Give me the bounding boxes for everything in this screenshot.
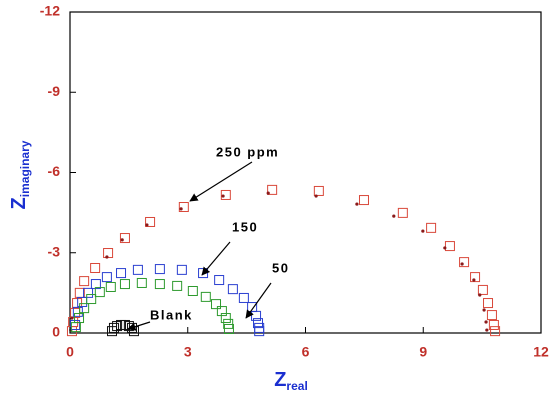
point bbox=[112, 321, 123, 332]
point bbox=[216, 306, 227, 317]
annotation: 250 ppm bbox=[216, 144, 279, 159]
point bbox=[119, 279, 130, 290]
point bbox=[220, 313, 231, 324]
point bbox=[477, 284, 488, 295]
point bbox=[397, 207, 408, 218]
point bbox=[108, 322, 119, 333]
point bbox=[132, 264, 143, 275]
point bbox=[101, 272, 112, 283]
point bbox=[79, 276, 90, 287]
point bbox=[90, 262, 101, 273]
point bbox=[490, 326, 501, 337]
point bbox=[314, 194, 318, 198]
point bbox=[444, 241, 455, 252]
point bbox=[355, 202, 359, 206]
point bbox=[227, 284, 238, 295]
point bbox=[136, 277, 147, 288]
point bbox=[488, 319, 499, 330]
point bbox=[220, 189, 231, 200]
point bbox=[421, 229, 425, 233]
point bbox=[484, 320, 488, 324]
x-axis-label: Zreal bbox=[274, 369, 308, 393]
y-tick-label: -6 bbox=[48, 163, 61, 179]
point bbox=[211, 299, 222, 310]
point bbox=[172, 280, 183, 291]
point bbox=[145, 223, 149, 227]
point bbox=[105, 281, 116, 292]
y-tick-label: -12 bbox=[40, 3, 60, 19]
annotation: 150 bbox=[232, 219, 258, 234]
point bbox=[70, 319, 81, 330]
point bbox=[470, 272, 481, 283]
point bbox=[483, 298, 494, 309]
point bbox=[266, 191, 270, 195]
point bbox=[459, 257, 470, 268]
point bbox=[94, 287, 105, 298]
point bbox=[119, 233, 130, 244]
point bbox=[267, 184, 278, 195]
point bbox=[90, 279, 101, 290]
point bbox=[238, 292, 249, 303]
point bbox=[120, 238, 124, 242]
plot-frame bbox=[69, 11, 542, 334]
x-tick-label: 9 bbox=[419, 344, 427, 360]
point bbox=[70, 316, 74, 320]
point bbox=[105, 255, 109, 259]
point bbox=[83, 287, 94, 298]
y-axis-label: Zimaginary bbox=[8, 140, 32, 209]
x-tick-label: 3 bbox=[184, 344, 192, 360]
point bbox=[426, 222, 437, 233]
point bbox=[154, 279, 165, 290]
point bbox=[478, 293, 482, 297]
annotation-arrow bbox=[189, 161, 253, 202]
point bbox=[176, 264, 187, 275]
point bbox=[178, 202, 189, 213]
x-tick-label: 0 bbox=[66, 344, 74, 360]
point bbox=[187, 286, 198, 297]
y-axis-label-sub: imaginary bbox=[18, 140, 32, 197]
point bbox=[392, 214, 396, 218]
point bbox=[482, 308, 486, 312]
x-axis-label-main: Z bbox=[274, 369, 286, 391]
point bbox=[472, 278, 476, 282]
point bbox=[223, 318, 234, 329]
point bbox=[145, 216, 156, 227]
point bbox=[358, 195, 369, 206]
y-axis-label-main: Z bbox=[8, 197, 30, 209]
point bbox=[200, 291, 211, 302]
annotation-arrow bbox=[201, 241, 231, 276]
point bbox=[116, 268, 127, 279]
annotation-arrow bbox=[127, 321, 151, 331]
point bbox=[486, 310, 497, 321]
point bbox=[179, 207, 183, 211]
y-tick-label: -3 bbox=[48, 243, 61, 259]
point bbox=[79, 303, 90, 314]
point bbox=[254, 326, 265, 337]
y-tick-label: 0 bbox=[52, 324, 60, 340]
point bbox=[221, 194, 225, 198]
y-tick-label: -9 bbox=[48, 83, 61, 99]
point bbox=[223, 323, 234, 334]
annotation-arrow bbox=[245, 282, 272, 319]
x-tick-label: 6 bbox=[302, 344, 310, 360]
point bbox=[72, 306, 83, 317]
point bbox=[106, 326, 117, 337]
point bbox=[154, 264, 165, 275]
x-tick-label: 12 bbox=[533, 344, 549, 360]
point bbox=[86, 294, 97, 305]
point bbox=[74, 313, 85, 324]
annotation: 50 bbox=[272, 260, 289, 275]
point bbox=[460, 262, 464, 266]
annotation: Blank bbox=[150, 307, 193, 322]
point bbox=[214, 275, 225, 286]
x-axis-label-sub: real bbox=[286, 379, 307, 393]
point bbox=[74, 287, 85, 298]
point bbox=[485, 328, 489, 332]
point bbox=[313, 185, 324, 196]
point bbox=[443, 246, 447, 250]
